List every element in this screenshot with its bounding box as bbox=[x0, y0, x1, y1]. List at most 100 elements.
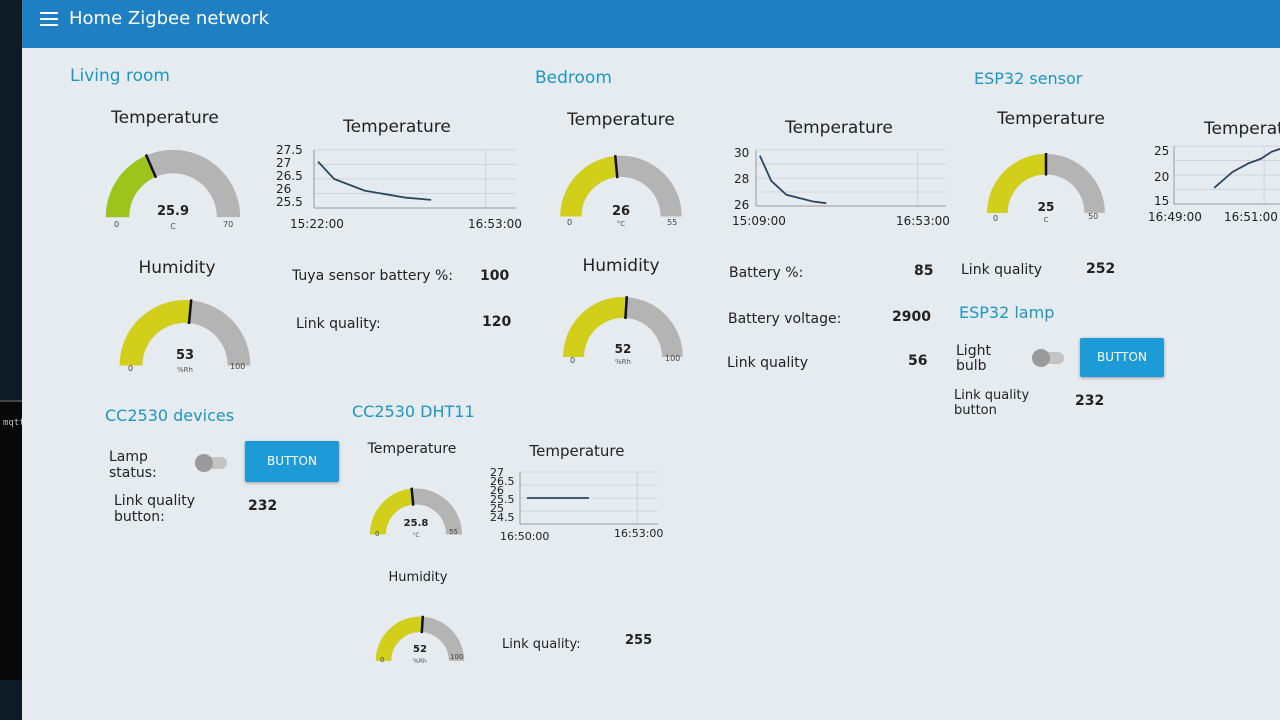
y-tick-label: 24.5 bbox=[490, 511, 515, 524]
app-title: Home Zigbee network bbox=[69, 8, 270, 29]
series-line bbox=[1213, 148, 1280, 189]
dht11-humidity-gauge: 52 %Rh 0 100 bbox=[372, 610, 468, 672]
gauge-dial bbox=[563, 296, 683, 358]
y-tick-label: 26 bbox=[276, 182, 292, 196]
bedroom-temperature-chart: 30 28 26 15:09:00 16:53:00 bbox=[730, 144, 952, 234]
gauge-fill bbox=[987, 154, 1047, 214]
gauge-unit: C bbox=[1043, 216, 1049, 224]
chart-plot bbox=[313, 149, 516, 209]
gauge-fill bbox=[560, 156, 618, 218]
bedroom-humidity-gauge-label: Humidity bbox=[582, 256, 660, 276]
x-tick-end: 16:53:00 bbox=[896, 214, 950, 228]
bedroom-link-quality-label: Link quality bbox=[727, 355, 809, 371]
esp32-link-quality-button-value: 232 bbox=[1075, 393, 1105, 409]
gauge-unit: %Rh bbox=[615, 358, 631, 366]
gauge-dial bbox=[370, 487, 462, 535]
cc2530-link-quality-button-value: 232 bbox=[248, 498, 278, 514]
group-title-esp32-lamp: ESP32 lamp bbox=[959, 303, 1055, 322]
y-tick-label: 26.5 bbox=[490, 475, 515, 488]
y-tick-label: 25.5 bbox=[276, 195, 303, 209]
gauge-fill bbox=[375, 616, 423, 662]
gauge-min: 0 bbox=[380, 656, 385, 664]
series-line bbox=[758, 155, 827, 205]
living-link-quality-value: 120 bbox=[482, 314, 512, 330]
gauge-unit: °C bbox=[412, 532, 420, 539]
gauge-max: 100 bbox=[450, 653, 464, 661]
y-tick-label: 26 bbox=[734, 198, 750, 212]
group-title-cc2530-dht11: CC2530 DHT11 bbox=[352, 402, 475, 421]
lamp-status-toggle[interactable] bbox=[195, 454, 227, 472]
dashboard: Home Zigbee network Living room Temperat… bbox=[22, 0, 1280, 720]
gauge-dial bbox=[375, 615, 465, 662]
gauge-value: 52 bbox=[614, 342, 632, 356]
gauge-min: 0 bbox=[567, 218, 573, 227]
esp32-link-quality-button-label: Link quality button bbox=[954, 388, 1030, 418]
y-tick-label: 26.5 bbox=[276, 169, 303, 183]
gauge-needle bbox=[624, 296, 629, 320]
x-tick-end: 16:53:00 bbox=[614, 527, 664, 540]
esp32-link-quality-label: Link quality bbox=[961, 262, 1043, 278]
gauge-needle bbox=[613, 154, 619, 179]
menu-icon[interactable] bbox=[40, 12, 58, 28]
gauge-dial bbox=[105, 150, 241, 218]
lamp-status-label: Lamp status: bbox=[109, 449, 157, 481]
gauge-dial bbox=[987, 153, 1105, 214]
group-title-living-room: Living room bbox=[70, 66, 170, 86]
gauge-min: 0 bbox=[114, 220, 120, 229]
y-axis-ticks: 27.5 27 26.5 26 25.5 bbox=[276, 144, 303, 209]
gauge-max: 50 bbox=[1088, 212, 1099, 221]
dht11-link-quality-label: Link quality: bbox=[502, 637, 581, 652]
gauge-min: 0 bbox=[993, 214, 999, 223]
dht11-temperature-gauge: 25.8 °C 0 55 bbox=[366, 482, 466, 546]
light-bulb-label: Light bulb bbox=[956, 343, 991, 374]
x-tick-start: 16:49:00 bbox=[1148, 210, 1202, 224]
tuya-battery-label: Tuya sensor battery %: bbox=[292, 268, 454, 284]
gauge-needle bbox=[420, 615, 425, 634]
gauge-value: 25 bbox=[1037, 200, 1055, 214]
dht11-link-quality-value: 255 bbox=[625, 633, 653, 648]
cc2530-link-quality-button-label: Link quality button: bbox=[114, 493, 196, 525]
y-tick-label: 15 bbox=[1154, 194, 1170, 208]
y-tick-label: 27 bbox=[490, 466, 504, 479]
gauge-dial bbox=[119, 299, 251, 366]
group-title-bedroom: Bedroom bbox=[535, 68, 612, 88]
living-temperature-chart: 27.5 27 26.5 26 25.5 15:22:00 16:53:00 bbox=[272, 144, 522, 234]
esp32-link-quality-value: 252 bbox=[1086, 261, 1116, 277]
y-axis-ticks: 27 26.5 26 25.5 25 24.5 bbox=[490, 466, 515, 524]
gauge-needle bbox=[410, 487, 415, 506]
gauge-max: 55 bbox=[449, 528, 458, 536]
y-tick-label: 25.5 bbox=[490, 493, 515, 506]
living-temp-gauge-label: Temperature bbox=[111, 108, 219, 128]
gauge-value: 25.8 bbox=[403, 518, 429, 529]
gauge-fill bbox=[563, 297, 627, 358]
gauge-fill bbox=[105, 155, 157, 218]
dht11-humidity-gauge-label: Humidity bbox=[388, 570, 448, 585]
chart-plot bbox=[755, 149, 946, 207]
gauge-unit: °C bbox=[616, 220, 626, 228]
group-title-cc2530-devices: CC2530 devices bbox=[105, 406, 235, 425]
bedroom-temp-chart-label: Temperature bbox=[785, 118, 893, 138]
gauge-fill bbox=[119, 300, 192, 366]
esp32-lamp-button[interactable]: BUTTON bbox=[1080, 338, 1164, 377]
gauge-value: 52 bbox=[413, 644, 427, 655]
light-bulb-toggle[interactable] bbox=[1032, 349, 1064, 367]
gauge-min: 0 bbox=[128, 364, 134, 373]
cc2530-lamp-button[interactable]: BUTTON bbox=[245, 441, 339, 482]
y-tick-label: 30 bbox=[734, 146, 750, 160]
gauge-value: 26 bbox=[611, 204, 631, 219]
chart-plot bbox=[1173, 145, 1280, 205]
esp32-temperature-gauge: 25 C 0 50 bbox=[982, 144, 1110, 228]
bedroom-humidity-gauge: 52 %Rh 0 100 bbox=[558, 288, 688, 372]
living-link-quality-label: Link quality: bbox=[296, 316, 381, 332]
chart-plot bbox=[519, 471, 658, 525]
x-tick-end: 16:53:00 bbox=[468, 217, 522, 231]
x-tick-start: 16:50:00 bbox=[500, 530, 550, 543]
tuya-battery-value: 100 bbox=[480, 268, 510, 284]
esp32-temp-chart-label: Temperatu bbox=[1204, 119, 1280, 139]
bedroom-battery-label: Battery %: bbox=[729, 265, 804, 281]
gauge-value: 53 bbox=[175, 348, 195, 363]
living-humidity-gauge-label: Humidity bbox=[138, 258, 216, 278]
gauge-unit: C bbox=[170, 222, 176, 231]
y-tick-label: 27 bbox=[276, 156, 292, 170]
group-title-esp32-sensor: ESP32 sensor bbox=[974, 69, 1083, 88]
